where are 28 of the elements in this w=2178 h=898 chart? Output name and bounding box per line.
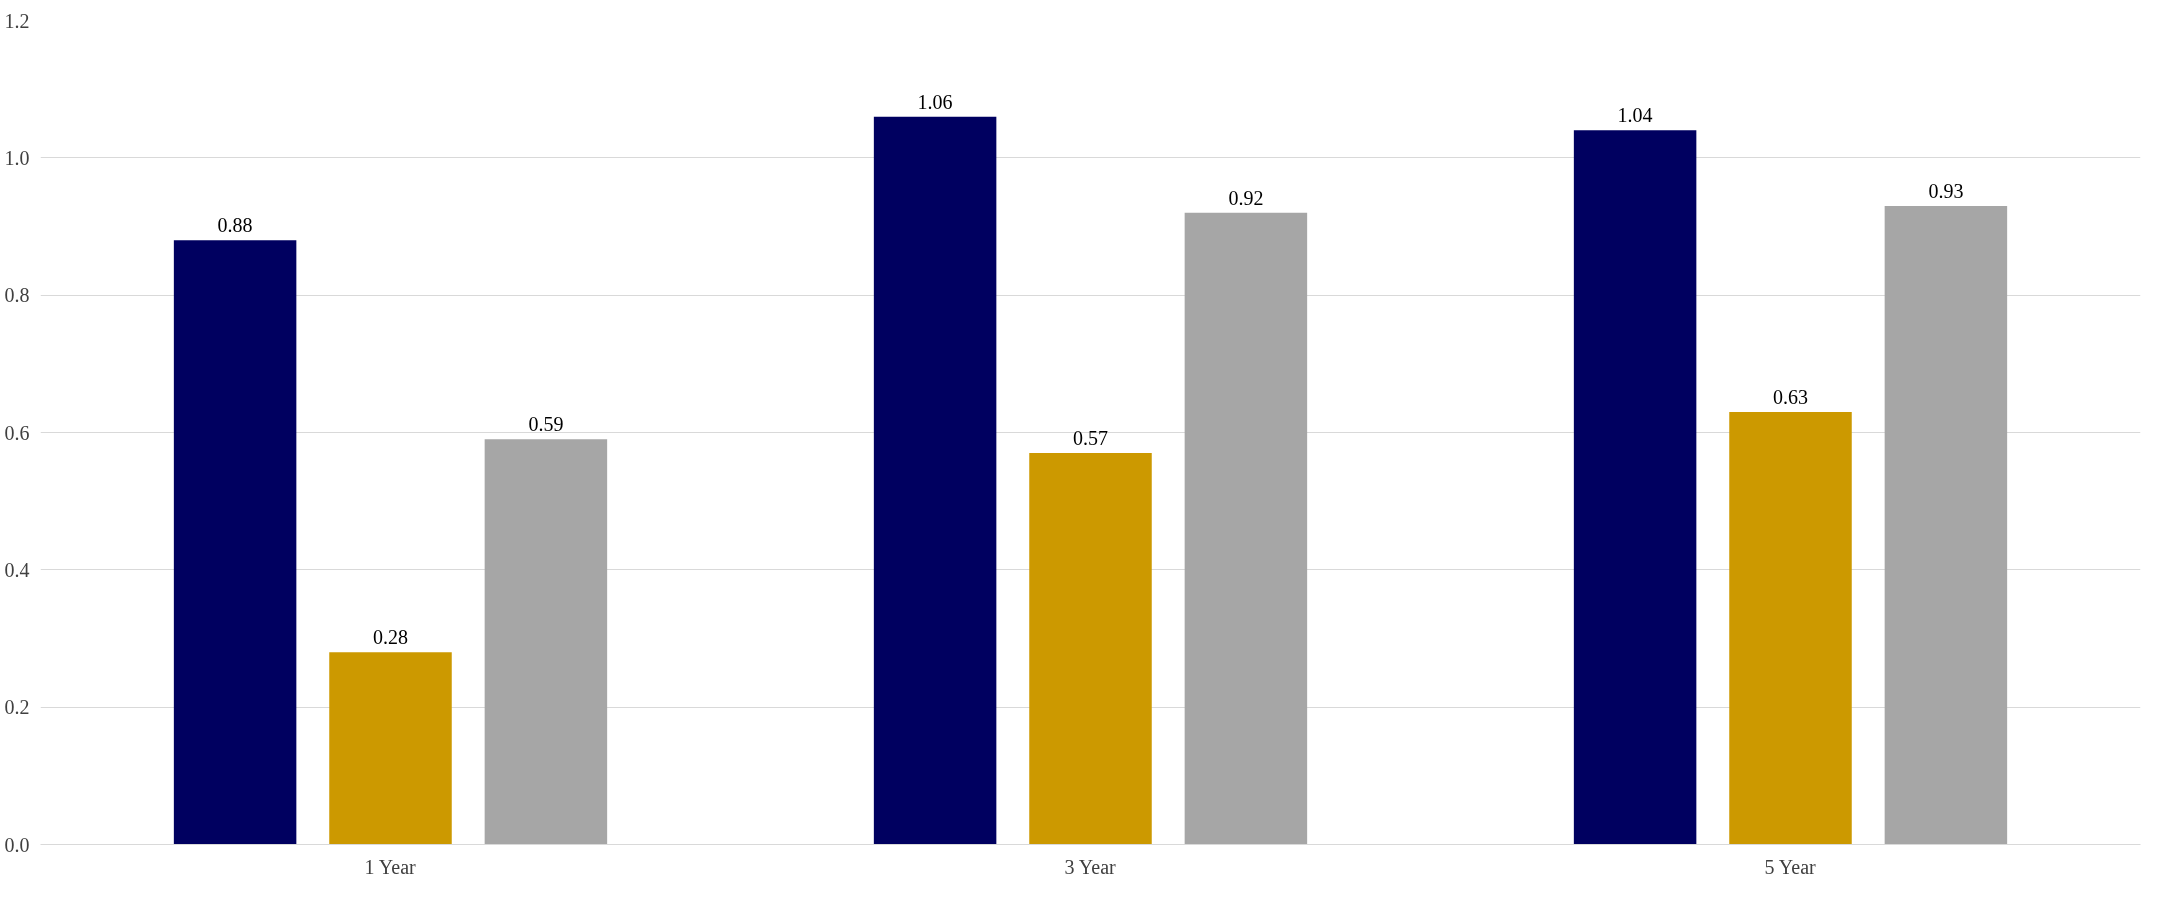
bar bbox=[873, 116, 997, 845]
y-tick-label: 1.0 bbox=[4, 146, 30, 169]
data-label: 0.93 bbox=[1928, 179, 1964, 202]
data-label: 0.92 bbox=[1228, 186, 1264, 209]
bar bbox=[1184, 212, 1308, 845]
data-label: 0.88 bbox=[217, 214, 253, 237]
data-label: 0.59 bbox=[528, 413, 564, 436]
bar bbox=[173, 240, 297, 845]
y-tick-label: 0.2 bbox=[4, 696, 30, 719]
data-label: 0.57 bbox=[1073, 427, 1108, 450]
data-label: 0.63 bbox=[1773, 385, 1808, 408]
data-label: 0.28 bbox=[373, 626, 408, 649]
x-tick-label: 3 Year bbox=[1064, 855, 1117, 878]
data-label: 1.04 bbox=[1617, 104, 1653, 127]
bar bbox=[484, 439, 608, 845]
bar bbox=[1729, 411, 1852, 845]
data-label: 1.06 bbox=[917, 90, 953, 113]
bar bbox=[1884, 205, 2008, 845]
y-tick-label: 0.6 bbox=[4, 421, 30, 444]
bar bbox=[1029, 453, 1152, 845]
y-tick-label: 0.0 bbox=[4, 833, 30, 856]
x-tick-label: 1 Year bbox=[364, 855, 417, 878]
y-tick-label: 1.2 bbox=[4, 9, 30, 32]
bar bbox=[329, 652, 452, 845]
x-tick-label: 5 Year bbox=[1764, 855, 1817, 878]
y-tick-label: 0.4 bbox=[4, 558, 30, 581]
y-tick-label: 0.8 bbox=[4, 284, 30, 307]
bar bbox=[1573, 130, 1697, 845]
